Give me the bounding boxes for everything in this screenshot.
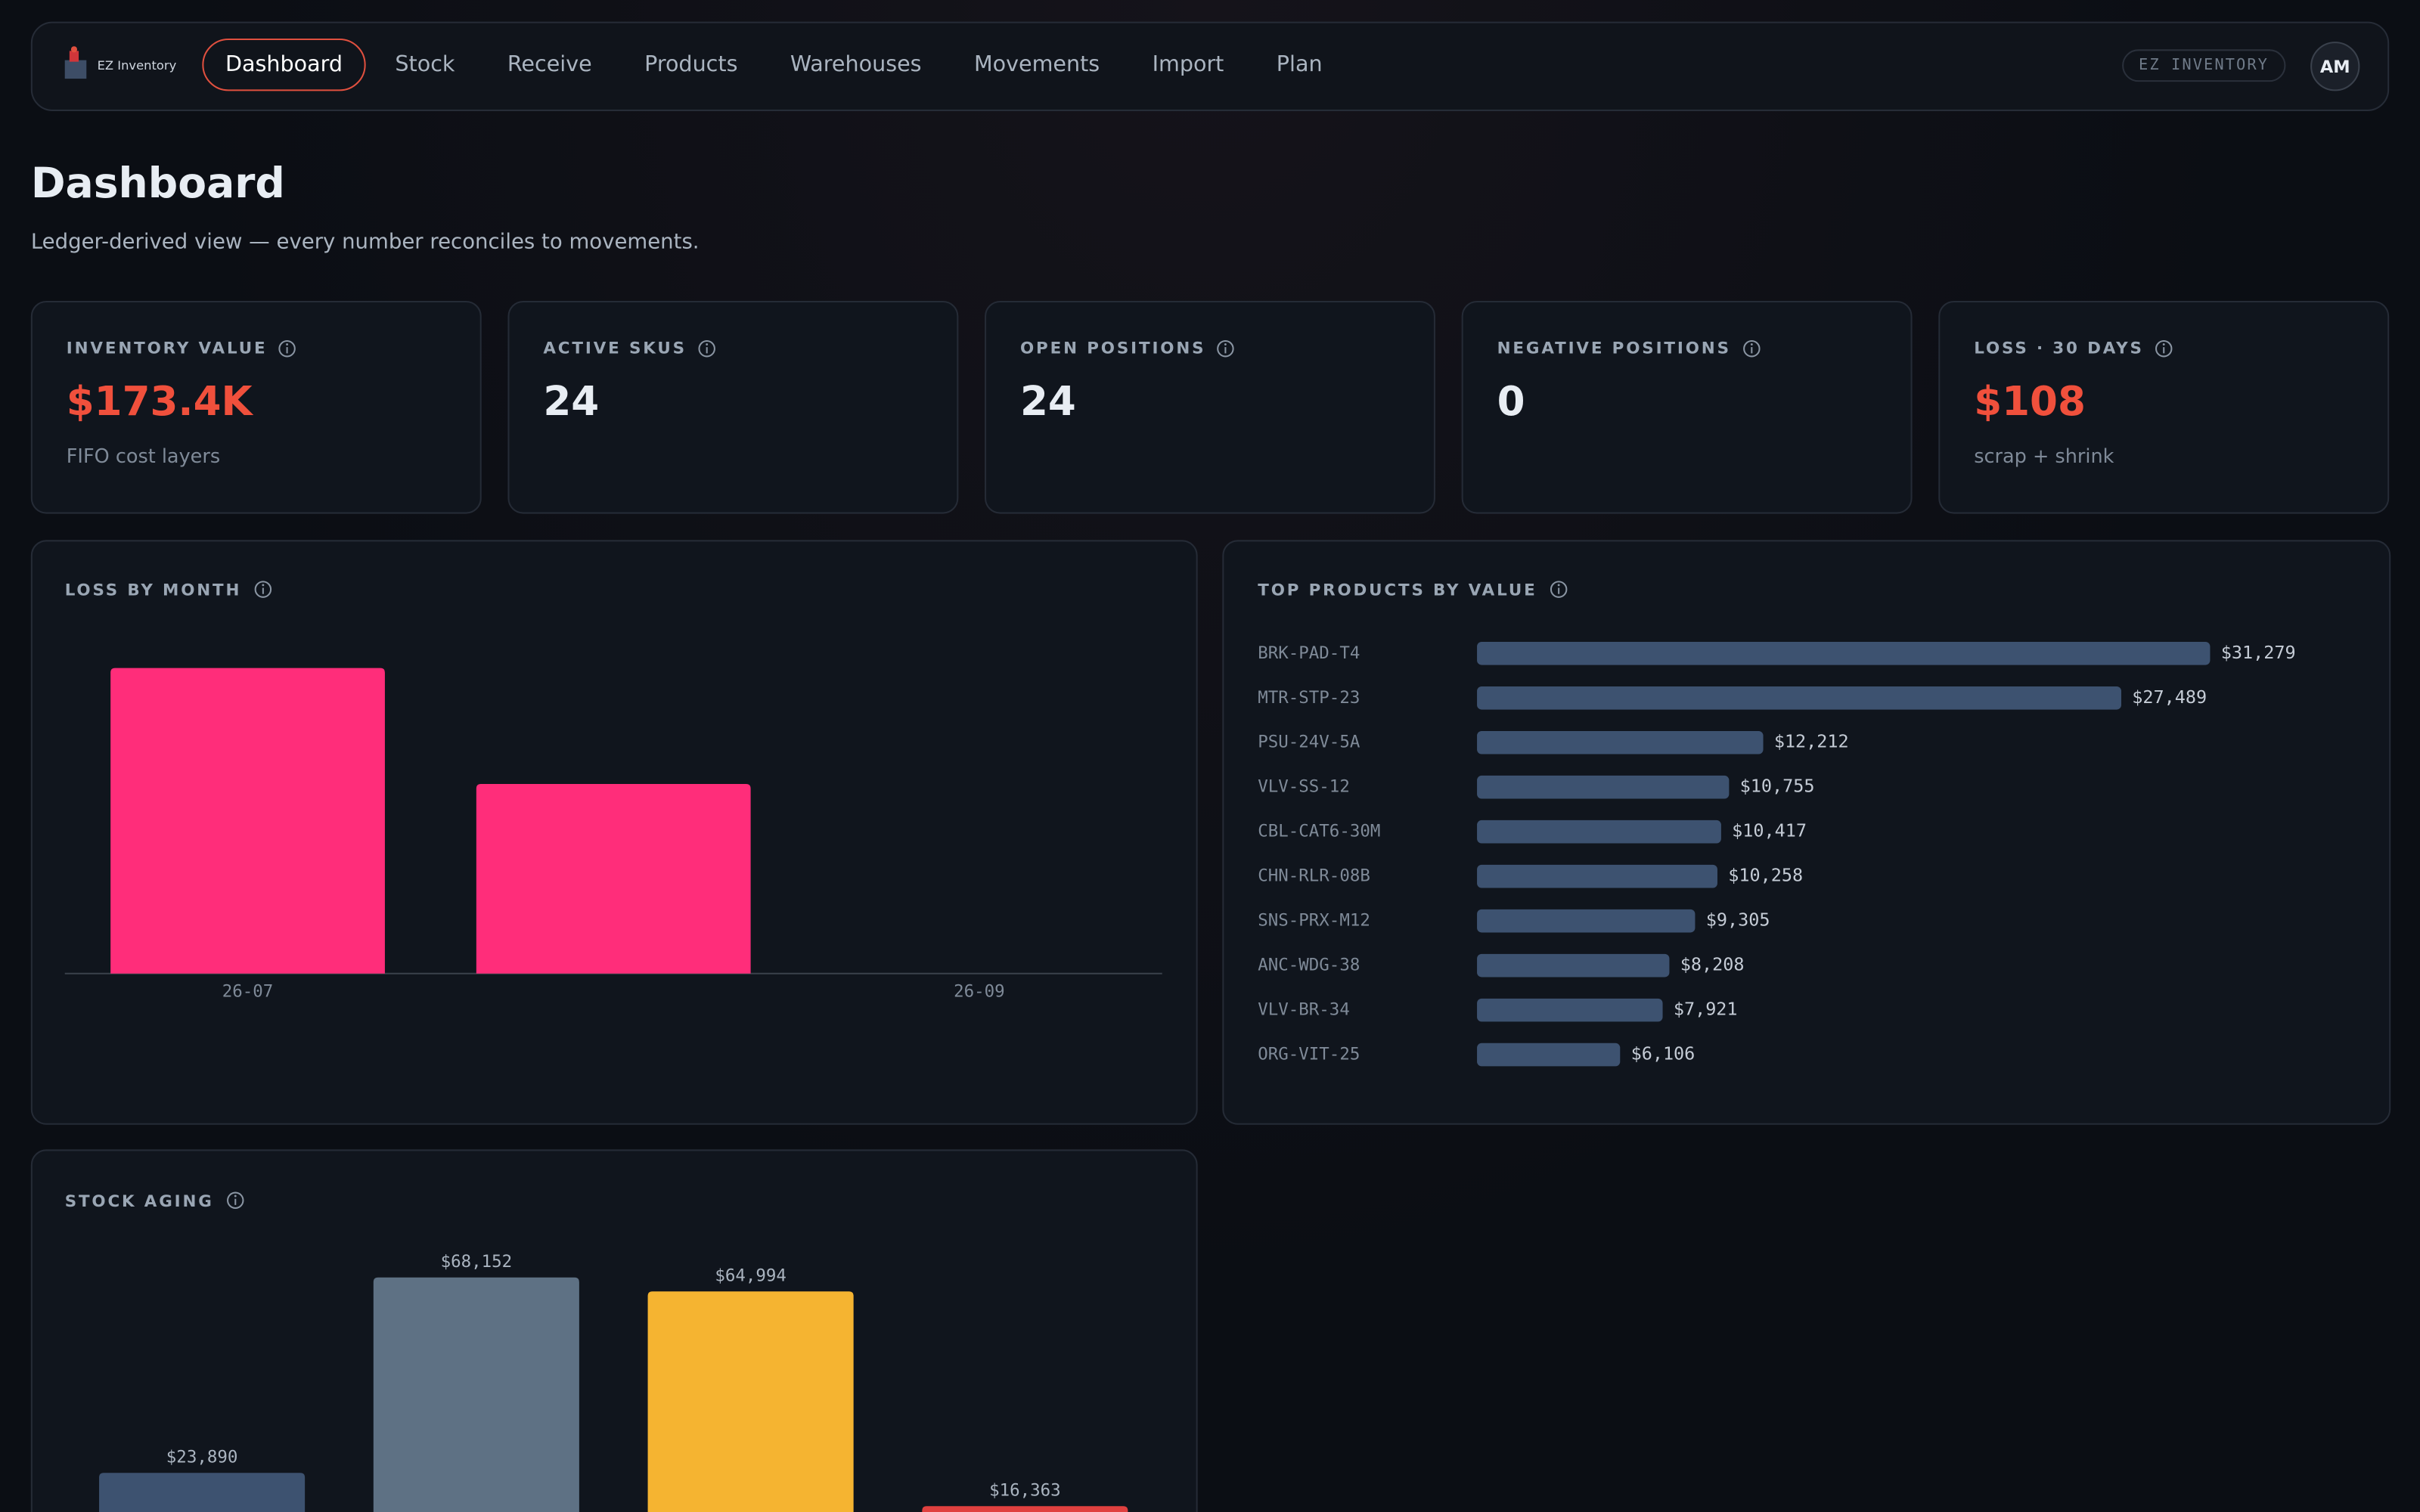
kpi-label-text: LOSS · 30 DAYS — [1974, 339, 2144, 358]
info-icon[interactable] — [254, 581, 272, 598]
value-label: $23,890 — [166, 1447, 238, 1467]
bar — [647, 1291, 854, 1512]
value-label: $8,208 — [1680, 954, 1745, 975]
nav-tab[interactable]: Import — [1152, 52, 1224, 78]
value-label: $12,212 — [1774, 731, 1849, 752]
panel-title: STOCK AGING — [65, 1192, 214, 1211]
kpi-label-text: OPEN POSITIONS — [1019, 339, 1206, 358]
value-label: $6,106 — [1631, 1043, 1696, 1064]
bar — [1477, 1043, 1621, 1067]
value-label: $64,994 — [715, 1266, 786, 1285]
info-icon[interactable] — [1742, 339, 1760, 358]
kpi-note: FIFO cost layers — [66, 444, 221, 468]
bar — [1477, 686, 2121, 710]
nav-tab[interactable]: Plan — [1276, 52, 1323, 78]
kpi-value: $108 — [1974, 380, 2086, 426]
bar — [373, 1277, 579, 1512]
value-label: $10,417 — [1732, 820, 1807, 841]
kpi-value: 24 — [1019, 380, 1076, 426]
info-icon[interactable] — [227, 1191, 244, 1209]
kpi-label: ACTIVE SKUS — [543, 339, 923, 358]
y-tick-label: VLV-SS-12 — [1258, 777, 1350, 797]
y-tick-label: PSU-24V-5A — [1258, 733, 1360, 752]
y-tick-label: BRK-PAD-T4 — [1258, 643, 1360, 663]
info-icon[interactable] — [1550, 581, 1568, 598]
kpi-label: OPEN POSITIONS — [1020, 339, 1400, 358]
nav-tab[interactable]: Stock — [395, 52, 455, 78]
kpi-value: 0 — [1497, 380, 1525, 426]
kpi-card: LOSS · 30 DAYS $108 scrap + shrink — [1938, 300, 2390, 514]
value-label: $27,489 — [2132, 686, 2207, 708]
nav-tab[interactable]: Movements — [973, 52, 1100, 78]
badge: EZ INVENTORY — [2121, 49, 2286, 82]
nav-tab[interactable]: Warehouses — [790, 52, 922, 78]
kpi-label-text: ACTIVE SKUS — [543, 339, 687, 358]
nav-tab[interactable]: Receive — [507, 52, 592, 78]
y-tick-label: CHN-RLR-08B — [1258, 866, 1370, 886]
kpi-label: LOSS · 30 DAYS — [1974, 339, 2353, 358]
brand: EZ Inventory — [60, 45, 177, 85]
value-label: $68,152 — [441, 1252, 513, 1272]
y-tick-label: ANC-WDG-38 — [1258, 956, 1360, 975]
kpi-card: INVENTORY VALUE $173.4K FIFO cost layers — [30, 300, 482, 514]
bar — [1477, 730, 1764, 754]
x-tick-label: 26-09 — [954, 982, 1005, 1002]
kpi-value: 24 — [543, 380, 600, 426]
bar — [1477, 953, 1670, 978]
bar — [1477, 641, 2211, 665]
info-icon[interactable] — [697, 339, 715, 358]
panel — [1222, 540, 2391, 1125]
kpi-label-text: NEGATIVE POSITIONS — [1497, 339, 1731, 358]
value-label: $31,279 — [2221, 642, 2296, 663]
kpi-card: OPEN POSITIONS 24 — [985, 300, 1435, 514]
y-tick-label: SNS-PRX-M12 — [1258, 911, 1370, 931]
kpi-label: NEGATIVE POSITIONS — [1497, 339, 1877, 358]
info-icon[interactable] — [2155, 339, 2173, 358]
bar — [1477, 775, 1730, 799]
panel-title: LOSS BY MONTH — [65, 581, 242, 600]
bar — [99, 1473, 306, 1512]
panel-title: TOP PRODUCTS BY VALUE — [1258, 581, 1537, 600]
bar — [1477, 864, 1717, 888]
nav-tab[interactable]: Dashboard — [202, 39, 366, 91]
nav-bar: EZ Inventory Dashboard Stock Receive Produc… — [30, 21, 2390, 111]
x-tick-label: 26-07 — [222, 982, 274, 1002]
value-label: $7,921 — [1674, 999, 1738, 1020]
value-label: $16,363 — [989, 1480, 1061, 1500]
bar — [1477, 909, 1696, 933]
kpi-label: INVENTORY VALUE — [67, 339, 446, 358]
value-label: $10,258 — [1728, 865, 1803, 886]
kpi-value: $173.4K — [66, 380, 253, 426]
bar — [476, 783, 751, 974]
logo — [64, 46, 87, 79]
panel — [30, 1149, 1198, 1512]
bar — [110, 668, 385, 974]
avatar[interactable]: AM — [2310, 42, 2360, 91]
y-tick-label: ORG-VIT-25 — [1258, 1045, 1360, 1064]
kpi-label-text: INVENTORY VALUE — [66, 339, 268, 358]
kpi-card: NEGATIVE POSITIONS 0 — [1461, 300, 1913, 514]
bar — [1477, 998, 1663, 1022]
kpi-note: scrap + shrink — [1974, 444, 2114, 468]
bar — [922, 1506, 1128, 1512]
value-label: $9,305 — [1706, 909, 1770, 931]
value-label: $10,755 — [1740, 776, 1815, 797]
info-icon[interactable] — [1217, 339, 1235, 358]
nav-tab[interactable]: Products — [644, 52, 738, 78]
y-tick-label: VLV-BR-34 — [1258, 1000, 1350, 1020]
y-tick-label: CBL-CAT6-30M — [1258, 822, 1380, 841]
bar — [1477, 820, 1721, 844]
kpi-card: ACTIVE SKUS 24 — [507, 300, 959, 514]
brand-name: EZ Inventory — [97, 57, 177, 72]
y-tick-label: MTR-STP-23 — [1258, 688, 1360, 708]
page-subtitle: Ledger-derived view — every number recon… — [30, 230, 700, 255]
info-icon[interactable] — [278, 339, 296, 358]
page-title: Dashboard — [30, 160, 285, 209]
tabs: Dashboard Stock Receive Products Warehouses M… — [202, 39, 1345, 91]
